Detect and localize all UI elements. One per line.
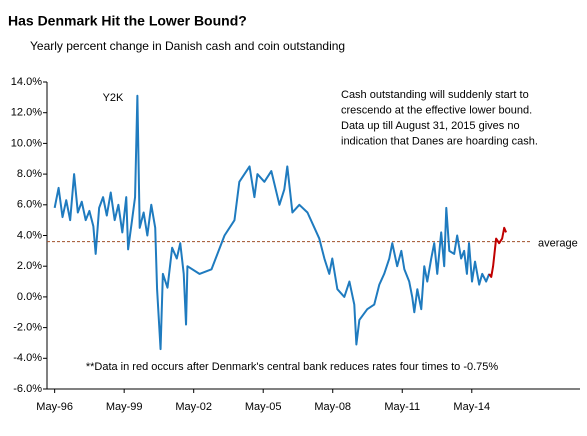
y-tick-label: 12.0% — [11, 107, 42, 119]
y-tick-label: 2.0% — [17, 260, 42, 272]
y-tick-label: -2.0% — [13, 322, 42, 334]
x-tick-label: May-96 — [36, 401, 73, 413]
x-tick-label: May-14 — [453, 401, 490, 413]
x-tick-label: May-02 — [175, 401, 212, 413]
note-line: indication that Danes are hoarding cash. — [341, 135, 538, 147]
note-line: Data up till August 31, 2015 gives no — [341, 120, 520, 132]
y2k-label: Y2K — [103, 92, 124, 104]
x-tick-label: May-05 — [245, 401, 282, 413]
chart-subtitle: Yearly percent change in Danish cash and… — [30, 39, 345, 53]
average-label: average — [538, 238, 578, 250]
y-tick-label: 14.0% — [11, 76, 42, 88]
y-tick-label: 6.0% — [17, 199, 42, 211]
y-tick-label: 4.0% — [17, 229, 42, 241]
data-line — [53, 94, 491, 351]
y-tick-label: -4.0% — [13, 352, 42, 364]
x-tick-label: May-11 — [384, 401, 420, 413]
data-line — [488, 226, 508, 278]
y-tick-label: 10.0% — [11, 137, 42, 149]
note-line: crescendo at the effective lower bound. — [341, 104, 532, 116]
y-tick-label: 8.0% — [17, 168, 42, 180]
red-note: **Data in red occurs after Denmark's cen… — [86, 361, 499, 373]
x-tick-label: May-99 — [106, 401, 143, 413]
x-tick-label: May-08 — [314, 401, 351, 413]
chart-title: Has Denmark Hit the Lower Bound? — [8, 13, 247, 29]
y-tick-label: -6.0% — [13, 383, 42, 395]
y-tick-label: 0.0% — [17, 291, 42, 303]
note-line: Cash outstanding will suddenly start to — [341, 89, 529, 101]
